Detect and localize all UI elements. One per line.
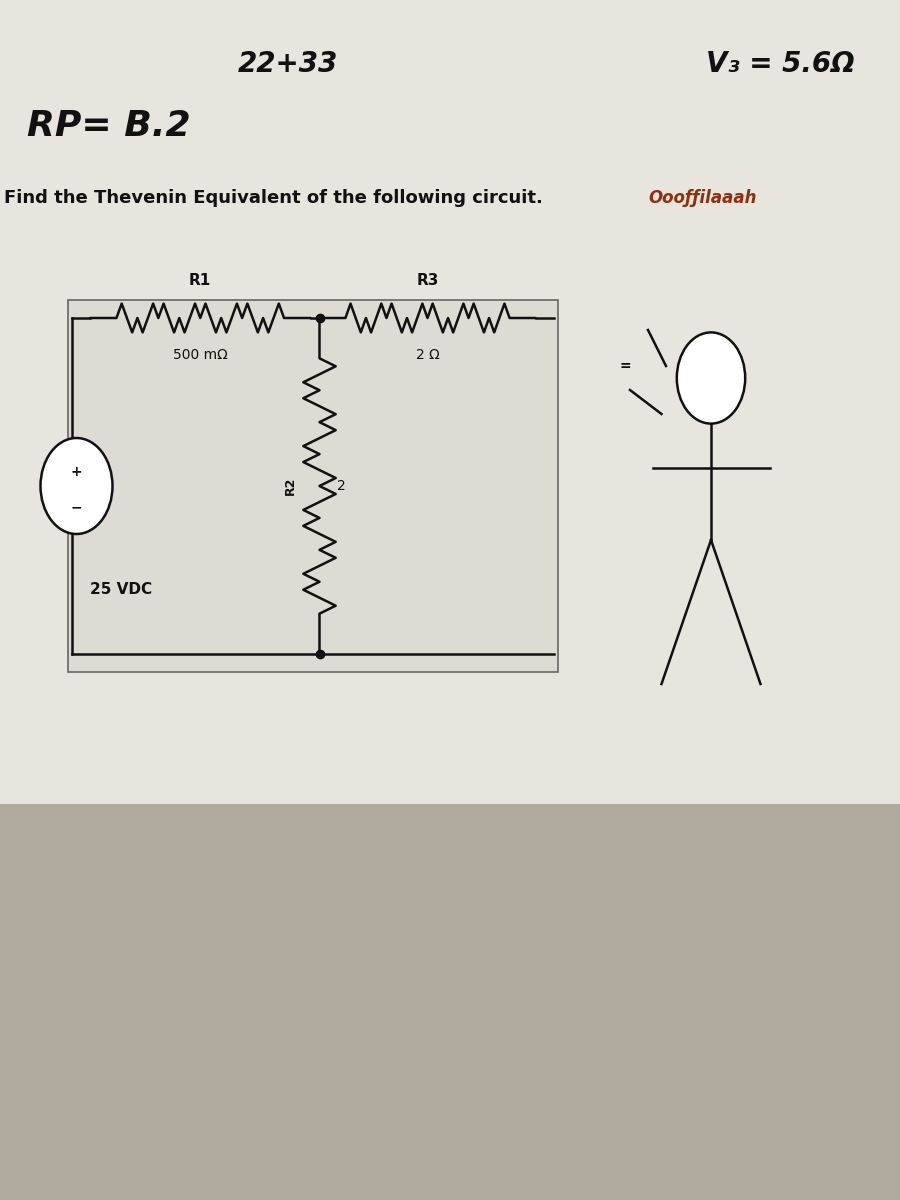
Text: +: +: [71, 464, 82, 479]
Text: =: =: [620, 359, 631, 373]
Text: R1: R1: [189, 272, 212, 288]
Text: RP= B.2: RP= B.2: [27, 109, 191, 143]
Text: −: −: [71, 500, 82, 515]
FancyBboxPatch shape: [0, 0, 900, 816]
Text: 25 VDC: 25 VDC: [90, 582, 152, 598]
Text: 2: 2: [338, 479, 346, 493]
Text: Find the Thevenin Equivalent of the following circuit.: Find the Thevenin Equivalent of the foll…: [4, 188, 544, 206]
Text: 22+33: 22+33: [238, 49, 338, 78]
FancyBboxPatch shape: [0, 804, 900, 1200]
Text: Oooƒƒilaaah: Oooƒƒilaaah: [648, 188, 757, 206]
Circle shape: [40, 438, 112, 534]
Text: V₃ = 5.6Ω: V₃ = 5.6Ω: [706, 49, 855, 78]
Text: R3: R3: [417, 272, 438, 288]
Text: 2 Ω: 2 Ω: [416, 348, 439, 362]
FancyBboxPatch shape: [68, 300, 558, 672]
Text: R2: R2: [284, 476, 297, 496]
Circle shape: [677, 332, 745, 424]
Text: 500 mΩ: 500 mΩ: [173, 348, 228, 362]
